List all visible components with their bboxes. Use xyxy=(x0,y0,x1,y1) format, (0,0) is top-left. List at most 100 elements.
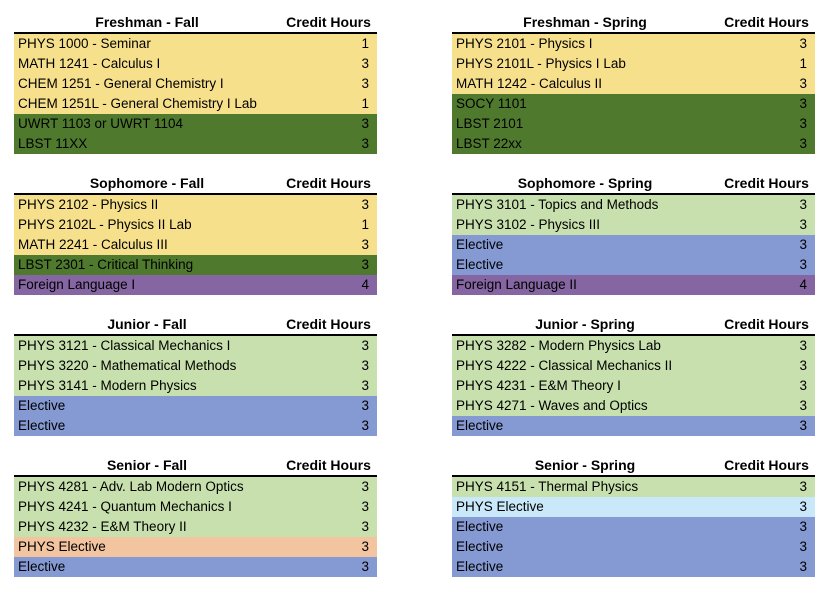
course-row: PHYS Elective 3 xyxy=(452,497,815,517)
course-name: PHYS 4151 - Thermal Physics xyxy=(456,479,639,494)
semester-title: Sophomore - Spring xyxy=(517,175,653,191)
course-row: MATH 2241 - Calculus III 3 xyxy=(14,235,377,255)
course-credits: 3 xyxy=(799,197,807,212)
course-row: Elective 3 xyxy=(452,235,815,255)
course-credits: 3 xyxy=(361,479,369,494)
course-credits: 3 xyxy=(799,559,807,574)
course-credits: 3 xyxy=(361,338,369,353)
course-credits: 3 xyxy=(799,257,807,272)
course-row: PHYS 1000 - Seminar 1 xyxy=(14,34,377,54)
course-name: PHYS 3101 - Topics and Methods xyxy=(456,197,659,212)
course-credits: 3 xyxy=(799,539,807,554)
course-row: PHYS 2102 - Physics II 3 xyxy=(14,195,377,215)
course-row: Elective 3 xyxy=(14,557,377,577)
course-row: PHYS 4151 - Thermal Physics 3 xyxy=(452,477,815,497)
course-name: SOCY 1101 xyxy=(456,96,527,111)
course-row: LBST 2301 - Critical Thinking 3 xyxy=(14,255,377,275)
course-name: Foreign Language II xyxy=(456,277,577,292)
credit-hours-header: Credit Hours xyxy=(724,175,809,191)
course-name: PHYS 3282 - Modern Physics Lab xyxy=(456,338,661,353)
course-name: CHEM 1251L - General Chemistry I Lab xyxy=(18,96,257,111)
semester-title: Junior - Fall xyxy=(107,316,187,332)
course-name: PHYS Elective xyxy=(456,499,544,514)
semester-title: Freshman - Fall xyxy=(95,14,199,30)
course-credits: 3 xyxy=(361,358,369,373)
course-row: PHYS 3121 - Classical Mechanics I 3 xyxy=(14,336,377,356)
semester-title: Senior - Fall xyxy=(106,457,188,473)
course-row: PHYS Elective 3 xyxy=(14,537,377,557)
course-name: PHYS 4271 - Waves and Optics xyxy=(456,398,648,413)
course-row: PHYS 3101 - Topics and Methods 3 xyxy=(452,195,815,215)
course-row: CHEM 1251L - General Chemistry I Lab 1 xyxy=(14,94,377,114)
course-credits: 3 xyxy=(361,519,369,534)
course-credits: 3 xyxy=(361,378,369,393)
credit-hours-header: Credit Hours xyxy=(286,457,371,473)
course-credits: 3 xyxy=(361,76,369,91)
course-name: MATH 2241 - Calculus III xyxy=(18,237,168,252)
degree-plan-grid: Freshman - Fall Credit Hours PHYS 1000 - S… xyxy=(14,12,815,577)
course-name: UWRT 1103 or UWRT 1104 xyxy=(18,116,184,131)
semester-header: Sophomore - Fall Credit Hours xyxy=(14,173,377,195)
course-credits: 3 xyxy=(799,136,807,151)
course-row: PHYS 2101L - Physics I Lab 1 xyxy=(452,54,815,74)
course-name: PHYS 4222 - Classical Mechanics II xyxy=(456,358,673,373)
course-row: SOCY 1101 3 xyxy=(452,94,815,114)
course-row: LBST 11XX 3 xyxy=(14,134,377,154)
course-credits: 3 xyxy=(361,418,369,433)
course-row: PHYS 2102L - Physics II Lab 1 xyxy=(14,215,377,235)
course-credits: 3 xyxy=(361,116,369,131)
course-credits: 3 xyxy=(361,56,369,71)
course-name: MATH 1242 - Calculus II xyxy=(456,76,603,91)
semester-block: Junior - Fall Credit Hours PHYS 3121 - Cla… xyxy=(14,314,377,436)
course-credits: 4 xyxy=(799,277,807,292)
course-row: Elective 3 xyxy=(452,416,815,436)
course-credits: 3 xyxy=(799,519,807,534)
course-name: PHYS 4232 - E&M Theory II xyxy=(18,519,187,534)
course-credits: 3 xyxy=(361,197,369,212)
course-row: Elective 3 xyxy=(452,537,815,557)
course-credits: 3 xyxy=(361,559,369,574)
course-name: LBST 22xx xyxy=(456,136,522,151)
semester-title: Freshman - Spring xyxy=(523,14,647,30)
course-row: LBST 22xx 3 xyxy=(452,134,815,154)
semester-title: Junior - Spring xyxy=(535,316,635,332)
course-row: PHYS 4241 - Quantum Mechanics I 3 xyxy=(14,497,377,517)
course-name: LBST 2301 - Critical Thinking xyxy=(18,257,194,272)
course-name: MATH 1241 - Calculus I xyxy=(18,56,161,71)
course-name: CHEM 1251 - General Chemistry I xyxy=(18,76,224,91)
course-row: PHYS 4271 - Waves and Optics 3 xyxy=(452,396,815,416)
course-row: CHEM 1251 - General Chemistry I 3 xyxy=(14,74,377,94)
credit-hours-header: Credit Hours xyxy=(724,316,809,332)
course-credits: 3 xyxy=(361,257,369,272)
semester-header: Senior - Spring Credit Hours xyxy=(452,455,815,477)
course-row: Elective 3 xyxy=(452,255,815,275)
semester-block: Sophomore - Fall Credit Hours PHYS 2102 - … xyxy=(14,173,377,295)
course-row: MATH 1241 - Calculus I 3 xyxy=(14,54,377,74)
credit-hours-header: Credit Hours xyxy=(724,14,809,30)
course-row: Foreign Language I 4 xyxy=(14,275,377,295)
course-credits: 3 xyxy=(799,499,807,514)
course-credits: 3 xyxy=(361,398,369,413)
credit-hours-header: Credit Hours xyxy=(286,175,371,191)
course-credits: 3 xyxy=(799,398,807,413)
course-name: PHYS 2101 - Physics I xyxy=(456,36,593,51)
course-credits: 3 xyxy=(799,237,807,252)
course-name: Elective xyxy=(18,559,66,574)
semester-header: Freshman - Spring Credit Hours xyxy=(452,12,815,34)
course-row: PHYS 4232 - E&M Theory II 3 xyxy=(14,517,377,537)
semester-header: Junior - Spring Credit Hours xyxy=(452,314,815,336)
course-name: Foreign Language I xyxy=(18,277,136,292)
course-credits: 3 xyxy=(799,96,807,111)
course-name: Elective xyxy=(456,237,504,252)
course-credits: 1 xyxy=(361,36,369,51)
course-row: PHYS 3141 - Modern Physics 3 xyxy=(14,376,377,396)
semester-header: Sophomore - Spring Credit Hours xyxy=(452,173,815,195)
semester-block: Senior - Fall Credit Hours PHYS 4281 - Adv… xyxy=(14,455,377,577)
course-credits: 4 xyxy=(361,277,369,292)
course-credits: 3 xyxy=(799,418,807,433)
course-credits: 1 xyxy=(361,217,369,232)
credit-hours-header: Credit Hours xyxy=(724,457,809,473)
course-credits: 3 xyxy=(799,479,807,494)
course-name: PHYS 3220 - Mathematical Methods xyxy=(18,358,237,373)
course-name: Elective xyxy=(18,398,66,413)
